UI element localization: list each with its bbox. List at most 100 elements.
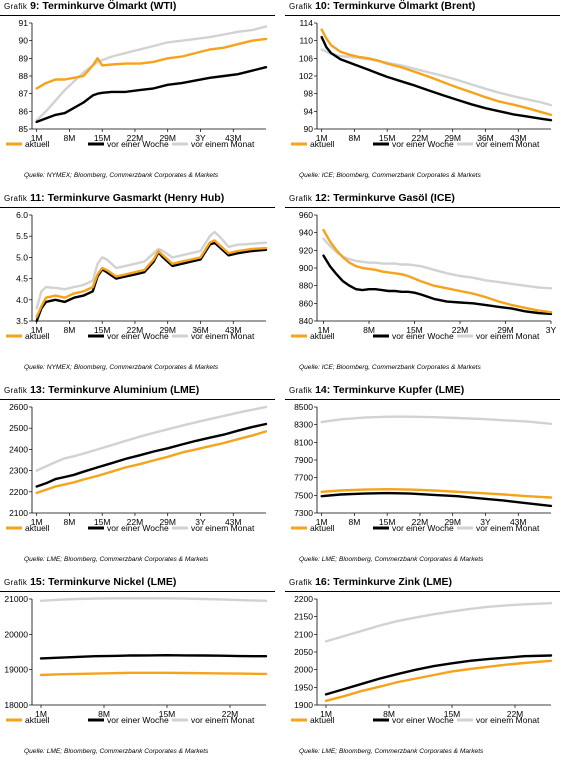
x-tick-label: 8M: [383, 709, 395, 719]
chart-title-text: : Terminkurve Ölmarkt (WTI): [35, 0, 177, 12]
series-line-week-ago: [320, 35, 553, 122]
chart-title: Grafik 11: Terminkurve Gasmarkt (Henry H…: [4, 192, 224, 204]
y-tick-label: 8300: [294, 420, 313, 430]
x-tick-label: 1M: [31, 325, 43, 335]
legend-label: vor einem Monat: [476, 715, 540, 725]
chart-title: Grafik 15: Terminkurve Nickel (LME): [4, 576, 176, 588]
y-tick-label: 102: [299, 71, 313, 81]
legend-item: aktuell: [6, 139, 50, 149]
series-line-aktuell: [320, 28, 553, 117]
y-tick-label: 20000: [4, 629, 28, 639]
chart-title-text: : Terminkurve Gasöl (ICE): [326, 192, 455, 204]
chart-title-number: 13: [30, 384, 42, 396]
legend-label: vor einer Woche: [107, 523, 169, 533]
x-tick-label: 15M: [379, 133, 396, 143]
legend-label: vor einer Woche: [107, 331, 169, 341]
chart-source: Quelle: NYMEX; Bloomberg, Commerzbank Co…: [24, 172, 219, 179]
series-line-week-ago: [320, 491, 553, 508]
series-line-week-ago: [322, 254, 553, 316]
chart-title-number: 10: [315, 0, 327, 12]
title-divider: [285, 399, 560, 400]
legend-item: aktuell: [291, 331, 335, 341]
chart-panel: Grafik 13: Terminkurve Aluminium (LME) 21…: [0, 384, 275, 574]
y-tick-label: 960: [299, 210, 313, 220]
y-tick-label: 89: [19, 53, 29, 63]
y-tick-label: 2050: [294, 647, 313, 657]
x-tick-label: 1M: [35, 709, 47, 719]
x-tick-label: 15M: [406, 325, 423, 335]
legend-label: vor einem Monat: [191, 715, 255, 725]
y-tick-label: 840: [299, 316, 313, 326]
x-tick-label: 8M: [363, 325, 375, 335]
y-tick-label: 860: [299, 298, 313, 308]
x-tick-label: 8M: [64, 133, 76, 143]
legend-item: aktuell: [291, 523, 335, 533]
x-tick-label: 8M: [349, 517, 361, 527]
chart-source: Quelle: LME; Bloomberg, Commerzbank Corp…: [24, 748, 209, 755]
y-tick-label: 2150: [294, 612, 313, 622]
legend-item: vor einer Woche: [373, 715, 454, 725]
x-tick-label: 15M: [379, 517, 396, 527]
x-tick-label: 1M: [316, 133, 328, 143]
x-tick-label: 36M: [192, 325, 209, 335]
legend-label: vor einem Monat: [476, 523, 540, 533]
chart-title-number: 14: [315, 384, 327, 396]
legend-label: vor einer Woche: [392, 523, 454, 533]
x-tick-label: 3Y: [546, 325, 557, 335]
x-tick-label: 43M: [225, 133, 242, 143]
series-line-aktuell: [39, 671, 268, 677]
legend-item: vor einer Woche: [88, 523, 169, 533]
y-tick-label: 91: [19, 18, 29, 28]
x-tick-label: 3Y: [195, 517, 206, 527]
y-tick-label: 880: [299, 281, 313, 291]
series-line-month-ago: [320, 415, 553, 425]
x-tick-label: 29M: [159, 133, 176, 143]
legend-item: vor einer Woche: [88, 715, 169, 725]
legend-item: aktuell: [6, 523, 50, 533]
legend-label: vor einem Monat: [476, 331, 540, 341]
chart-title: Grafik 14: Terminkurve Kupfer (LME): [289, 384, 464, 396]
y-tick-label: 7700: [294, 473, 313, 483]
y-tick-label: 2200: [294, 594, 313, 604]
x-tick-label: 15M: [94, 325, 111, 335]
y-tick-label: 2000: [294, 665, 313, 675]
chart-panel: Grafik 15: Terminkurve Nickel (LME) 18000…: [0, 576, 275, 766]
line-chart: 2100 2200 2300 2400 2500 2600 1M 8M 15M 22M 29M 3Y 4…: [6, 402, 268, 533]
legend-label: vor einer Woche: [392, 139, 454, 149]
x-tick-label: 22M: [127, 325, 144, 335]
legend-item: vor einer Woche: [88, 139, 169, 149]
legend-label: aktuell: [25, 523, 50, 533]
y-tick-label: 2500: [9, 423, 28, 433]
legend-item: vor einem Monat: [172, 139, 255, 149]
x-tick-label: 43M: [510, 133, 527, 143]
chart-title-number: 9: [30, 0, 36, 12]
chart-title-number: 11: [30, 192, 42, 204]
legend-item: vor einem Monat: [457, 523, 540, 533]
y-tick-label: 98: [304, 89, 314, 99]
legend-label: vor einer Woche: [107, 139, 169, 149]
series-line-month-ago: [35, 405, 268, 472]
line-chart: 85 86 87 88 89 90 91 1M 8M 15M 22M 29M 3Y 43M aktuell v…: [6, 18, 268, 149]
x-tick-label: 22M: [222, 709, 239, 719]
chart-title-text: : Terminkurve Kupfer (LME): [326, 384, 465, 396]
y-tick-label: 86: [19, 106, 29, 116]
y-tick-label: 2200: [9, 487, 28, 497]
chart-panel: Grafik 9: Terminkurve Ölmarkt (WTI) 85 86 8…: [0, 0, 275, 190]
y-tick-label: 7300: [294, 508, 313, 518]
title-divider: [285, 15, 560, 16]
series-line-week-ago: [39, 654, 268, 660]
legend-label: aktuell: [310, 715, 335, 725]
chart-source: Quelle: LME; Bloomberg, Commerzbank Corp…: [24, 556, 209, 563]
x-tick-label: 29M: [159, 517, 176, 527]
x-tick-label: 1M: [31, 133, 43, 143]
chart-source: Quelle: LME; Bloomberg, Commerzbank Corp…: [299, 556, 484, 563]
chart-title-number: 16: [315, 576, 327, 588]
chart-title-number: 12: [315, 192, 327, 204]
x-tick-label: 1M: [316, 517, 328, 527]
title-divider: [0, 591, 275, 592]
legend-label: vor einer Woche: [107, 715, 169, 725]
chart-title: Grafik 12: Terminkurve Gasöl (ICE): [289, 192, 455, 204]
series-line-week-ago: [35, 422, 268, 488]
chart-title-prefix: Grafik: [289, 386, 313, 395]
line-chart: 18000 19000 20000 21000 1M 8M 15M 22M aktuell vor…: [4, 594, 268, 725]
